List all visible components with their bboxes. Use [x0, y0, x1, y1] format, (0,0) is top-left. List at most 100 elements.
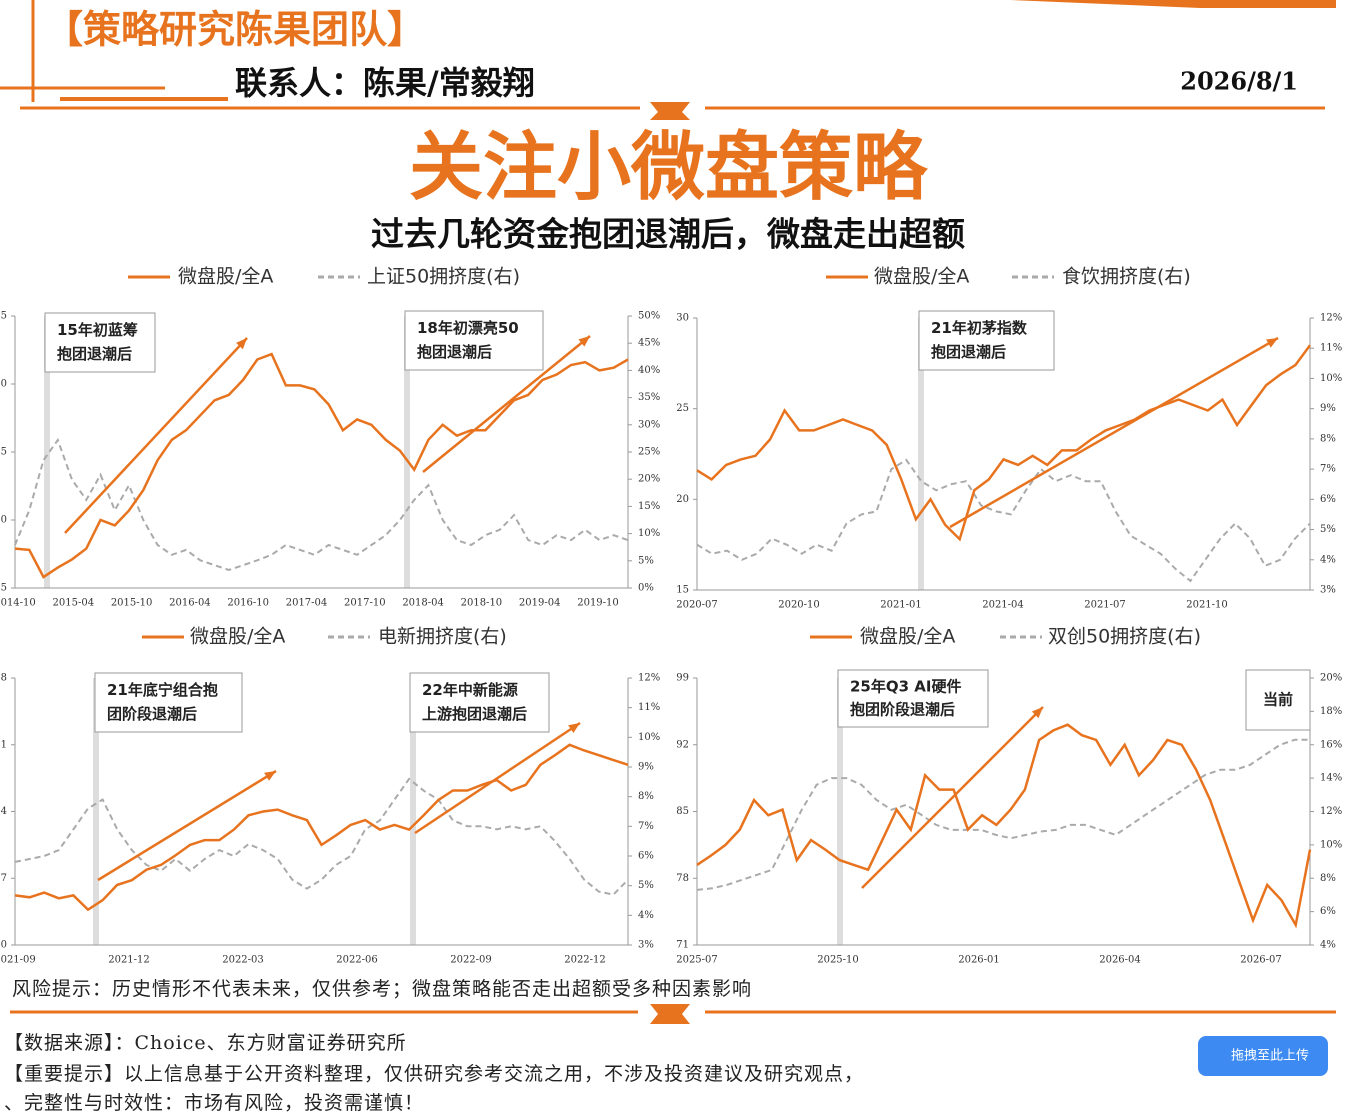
x-tick-label: 2016-10 [227, 598, 269, 609]
legend-label: 微盘股/全A [874, 266, 969, 288]
trend-arrow [64, 337, 248, 534]
trend-arrow [861, 706, 1044, 889]
team-name: 【策略研究陈果团队】 [45, 8, 425, 52]
x-tick-label: 2022-06 [336, 955, 378, 966]
x-tick-label: 2017-10 [344, 598, 386, 609]
annotation-box [404, 310, 544, 371]
arrow-head [568, 723, 580, 734]
y2-tick-label: 14% [1320, 773, 1342, 784]
annotation-text: 当前 [1263, 691, 1293, 709]
y2-tick-label: 12% [638, 673, 660, 684]
series-line [696, 344, 1312, 542]
series-line [696, 738, 1310, 891]
arrow-head [236, 338, 247, 350]
y2-tick-label: 20% [1320, 673, 1342, 684]
x-tick-label: 2021-10 [1186, 600, 1228, 611]
y-tick-label: 25 [0, 447, 7, 458]
y2-tick-label: 15% [638, 501, 660, 512]
y-tick-label: 78 [676, 873, 689, 884]
x-tick-label: 2015-10 [111, 598, 153, 609]
date: 2026/8/1 [1180, 67, 1298, 96]
risk-note: 风险提示：历史情形不代表未来，仅供参考；微盘策略能否走出超额受多种因素影响 [12, 978, 752, 1000]
y-tick-label: 21 [0, 739, 7, 750]
y-tick-label: 92 [676, 739, 689, 750]
x-tick-label: 2021-01 [880, 600, 922, 611]
y2-tick-label: 16% [1320, 739, 1342, 750]
y-tick-label: 20 [676, 494, 689, 505]
annotation-text: 团阶段退潮后 [107, 705, 197, 723]
x-tick-label: 2026-04 [1099, 955, 1141, 966]
x-tick-label: 2022-12 [564, 955, 606, 966]
notice: 【重要提示】以上信息基于公开资料整理，仅供研究参考交流之用，不涉及投资建议及研究… [4, 1063, 864, 1085]
x-tick-label: 2017-04 [286, 598, 328, 609]
legend-label: 微盘股/全A [190, 626, 285, 648]
annotation-text: 18年初漂亮50 [417, 319, 519, 337]
y-tick-label: 15 [0, 583, 7, 594]
x-tick-label: 2026-01 [958, 955, 1000, 966]
y-tick-label: 30 [0, 379, 7, 390]
annotation-text: 抱团退潮后 [931, 343, 1006, 361]
legend-label: 微盘股/全A [178, 266, 273, 288]
data-source: 【数据来源】：Choice、东方财富证券研究所 [4, 1032, 407, 1054]
annotation-box [409, 672, 550, 733]
header-ornament [650, 102, 690, 120]
y2-tick-label: 3% [638, 940, 654, 951]
legend-label: 微盘股/全A [860, 626, 955, 648]
trend-arrow [97, 769, 277, 882]
y2-tick-label: 6% [1320, 494, 1336, 505]
y2-tick-label: 12% [1320, 313, 1342, 324]
y2-tick-label: 8% [1320, 433, 1336, 444]
x-tick-label: 2021-12 [108, 955, 150, 966]
y2-tick-label: 8% [638, 791, 654, 802]
x-tick-label: 2022-03 [222, 955, 264, 966]
x-tick-label: 2021-04 [982, 600, 1024, 611]
period-band [918, 318, 924, 590]
y2-tick-label: 10% [638, 732, 660, 743]
x-tick-label: 2025-07 [676, 955, 718, 966]
y2-tick-label: 50% [638, 311, 660, 322]
x-tick-label: 2026-07 [1240, 955, 1282, 966]
y2-tick-label: 6% [1320, 906, 1336, 917]
x-tick-label: 2015-04 [53, 598, 95, 609]
footer-ornament [650, 1004, 690, 1024]
y2-tick-label: 5% [638, 880, 654, 891]
annotation-text: 15年初蓝筹 [57, 321, 138, 339]
period-band [410, 678, 416, 945]
y2-tick-label: 6% [638, 851, 654, 862]
x-tick-label: 2020-07 [676, 600, 718, 611]
x-tick-label: 2018-10 [461, 598, 503, 609]
y-tick-label: 20 [0, 515, 7, 526]
y-tick-label: 30 [676, 313, 689, 324]
trend-arrow [422, 335, 591, 473]
series-line [14, 743, 629, 912]
y2-tick-label: 11% [638, 702, 660, 713]
x-tick-label: 2025-10 [817, 955, 859, 966]
upload-label[interactable]: 拖拽至此上传 [1231, 1049, 1309, 1064]
series-line [14, 352, 629, 579]
y2-tick-label: 4% [638, 910, 654, 921]
series-line [14, 437, 629, 572]
period-band [837, 678, 843, 945]
y2-tick-label: 9% [1320, 403, 1336, 414]
y2-tick-label: 35% [638, 392, 660, 403]
x-tick-label: 2019-04 [519, 598, 561, 609]
annotation-text: 21年初茅指数 [931, 319, 1028, 337]
upload-button[interactable] [1198, 1036, 1328, 1076]
y2-tick-label: 11% [1320, 343, 1342, 354]
y-tick-label: 15 [676, 585, 689, 596]
y-tick-label: 99 [676, 673, 689, 684]
legend-label: 食饮拥挤度(右) [1062, 266, 1191, 288]
legend-label: 双创50拥挤度(右) [1048, 626, 1201, 648]
notice: 、完整性与时效性：市场有风险，投资需谨慎！ [4, 1092, 424, 1114]
y2-tick-label: 9% [638, 762, 654, 773]
y2-tick-label: 18% [1320, 706, 1342, 717]
annotation-text: 上游抱团退潮后 [422, 705, 527, 723]
y2-tick-label: 45% [638, 338, 660, 349]
y-tick-label: 0 [1, 940, 7, 951]
arrow-head [1266, 338, 1278, 348]
legend-label: 电新拥挤度(右) [378, 626, 507, 648]
y2-tick-label: 25% [638, 447, 660, 458]
y2-tick-label: 30% [638, 419, 660, 430]
y2-tick-label: 4% [1320, 554, 1336, 565]
